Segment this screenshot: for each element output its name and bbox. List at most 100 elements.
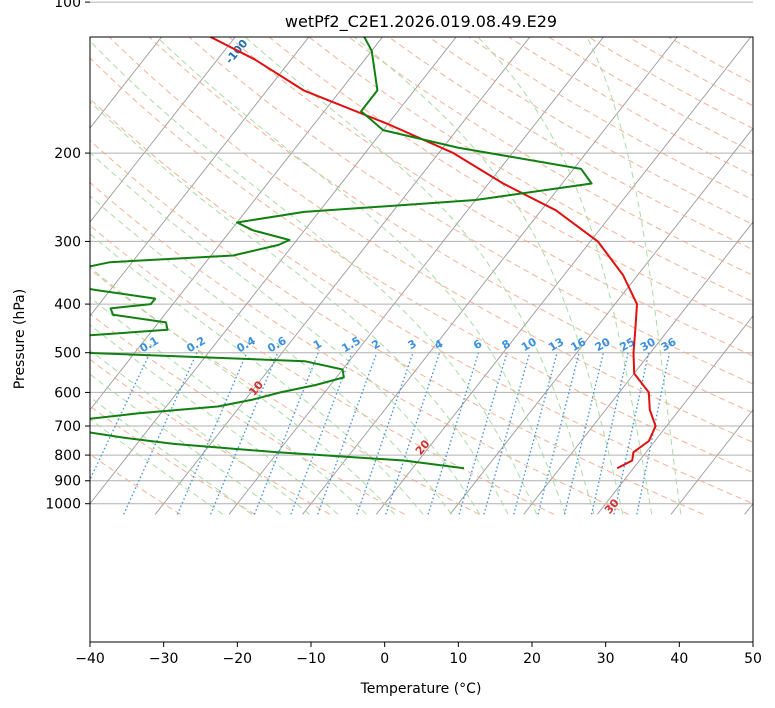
mixing-ratio-line (636, 352, 670, 515)
isotherm-line (90, 37, 310, 317)
isotherm-line (744, 502, 753, 515)
x-tick-label: 0 (380, 651, 389, 667)
mixing-ratio-labels: 0.1 0.2 0.4 0.6 1 1.5 2 3 4 6 8 10 13 16 20 25 30 36 (138, 334, 679, 355)
y-tick-label: 500 (54, 346, 81, 362)
mixing-ratio-label: 8 (500, 337, 513, 352)
dry-adiabat-line (667, 37, 753, 84)
moist-adiabat-line (90, 349, 310, 515)
mixing-ratio-line (123, 352, 198, 515)
moist-adiabat-line (90, 233, 424, 515)
dry-adiabat-line (268, 37, 753, 330)
mixing-ratio-line (176, 352, 248, 515)
mixing-ratio-line (458, 352, 508, 515)
isotherm-line (0, 2, 115, 514)
dry-adiabat-line (348, 37, 753, 276)
moist-adiabat-line (90, 373, 282, 515)
background-lines (0, 2, 753, 515)
dry-adiabat-line (90, 181, 629, 515)
moist-adiabat-line (353, 37, 624, 515)
y-axis-label: Pressure (hPa) (12, 289, 28, 389)
dry-adiabat-label: 20 (413, 437, 433, 457)
dry-adiabat-line (547, 37, 753, 153)
temperature-line (208, 37, 657, 470)
isotherm-line (154, 37, 531, 515)
x-tick-label: 50 (744, 651, 762, 667)
mixing-ratio-label: 0.2 (184, 334, 207, 355)
y-tick-label: 700 (54, 419, 81, 435)
x-tick-label: −20 (223, 651, 253, 667)
isotherm-line (90, 37, 457, 505)
mixing-ratio-label: 1 (311, 337, 324, 352)
plot-frame (89, 36, 754, 643)
dry-adiabat-line (587, 37, 753, 130)
dry-adiabat-line (90, 453, 181, 515)
moist-adiabat-line (90, 296, 367, 515)
moist-adiabat-line (90, 418, 224, 515)
moist-adiabat-line (90, 266, 396, 515)
mixing-ratio-label: 3 (406, 337, 419, 352)
dewpoint-line (90, 37, 593, 470)
mixing-ratio-line (385, 352, 441, 515)
isotherm-line (90, 37, 384, 411)
x-tick-label: −30 (149, 651, 179, 667)
mixing-ratio-line (210, 352, 279, 515)
dry-adiabat-label: 0 (10, 245, 25, 259)
y-tick-label: 800 (54, 448, 81, 464)
moist-adiabat-line (477, 37, 653, 515)
isotherm-line (523, 221, 753, 515)
isotherm-line (449, 127, 753, 515)
dry-adiabat-line (428, 37, 753, 226)
dry-adiabat-line (507, 37, 753, 177)
y-tick-label: 300 (54, 234, 81, 250)
moist-adiabat-line (90, 40, 538, 515)
dry-adiabat-line (90, 139, 704, 515)
moist-adiabat-line (90, 324, 339, 515)
isotherm-line (375, 37, 752, 515)
mixing-ratio-label: 1.5 (340, 334, 363, 355)
isotherm-line (90, 37, 163, 129)
dry-adiabat-line (90, 313, 405, 515)
sounding-profiles (90, 37, 657, 470)
dry-adiabat-line (308, 37, 753, 303)
x-tick-label: 40 (670, 651, 688, 667)
mixing-ratio-label: 0.1 (138, 334, 161, 355)
y-tick-label: 600 (54, 385, 81, 401)
mixing-ratio-label: 0.4 (234, 334, 258, 355)
x-tick-label: 30 (597, 651, 615, 667)
isotherm-line (228, 37, 605, 515)
isotherm-line (670, 409, 753, 515)
dry-adiabat-line (90, 224, 555, 515)
mixing-ratio-line (356, 352, 414, 515)
x-axis: −40 −30 −20 −10 0 10 20 30 40 50 (75, 642, 762, 667)
mixing-ratio-line (427, 352, 480, 515)
x-axis-label: Temperature (°C) (360, 681, 482, 697)
isotherm-line (596, 315, 753, 515)
isobar-grid (90, 1, 753, 505)
isotherm-line (0, 2, 42, 514)
y-tick-label: 200 (54, 146, 81, 162)
mixing-ratio-label: 10 (519, 335, 539, 354)
mixing-ratio-label: 30 (638, 335, 658, 354)
y-tick-label: 1000 (45, 497, 81, 513)
x-tick-label: 10 (449, 651, 467, 667)
moist-adiabat-line (90, 100, 509, 515)
dry-adiabat-line (90, 57, 753, 474)
isotherm-line (302, 37, 678, 515)
dry-adiabat-line (90, 358, 331, 515)
dry-adiabat-line (148, 37, 753, 414)
dry-adiabat-line (108, 37, 753, 443)
moist-adiabat-line (586, 37, 682, 515)
mixing-ratio-line (290, 352, 353, 515)
mixing-ratio-label: 4 (432, 337, 445, 352)
mixing-ratio-line (317, 352, 378, 515)
dry-adiabat-line (627, 37, 753, 107)
x-tick-label: −40 (75, 651, 105, 667)
y-axis: 100 200 300 400 500 600 700 800 900 1000 (45, 0, 90, 513)
x-tick-label: 20 (523, 651, 541, 667)
chart-title: wetPf2_C2E1.2026.019.08.49.E29 (285, 12, 557, 32)
moist-adiabat-line (90, 195, 452, 515)
mixing-ratio-label: 13 (546, 335, 566, 354)
mixing-ratio-line (537, 352, 580, 515)
